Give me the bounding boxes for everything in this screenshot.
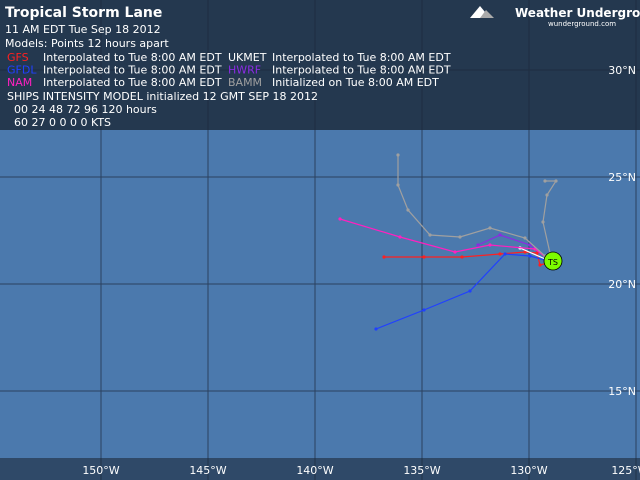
track-point xyxy=(554,179,558,183)
track-point xyxy=(488,226,492,230)
title: Tropical Storm Lane xyxy=(5,5,162,21)
model-name: GFDL xyxy=(7,64,37,77)
model-name: NAM xyxy=(7,76,32,89)
lon-label: 140°W xyxy=(296,464,333,477)
track-point xyxy=(523,236,527,240)
footer-panel xyxy=(0,458,640,480)
track-point xyxy=(523,250,527,254)
graticule-labels: 30°N 25°N 20°N 15°N 150°W 145°W 140°W 135°W 130°… xyxy=(82,64,640,477)
ships-hours: 00 24 48 72 96 120 hours xyxy=(14,103,157,116)
track-point xyxy=(422,255,426,259)
lat-label: 25°N xyxy=(608,171,636,184)
track-point xyxy=(406,208,410,212)
track-point xyxy=(476,243,480,247)
lon-label: 150°W xyxy=(82,464,119,477)
track-point xyxy=(382,255,386,259)
track-point xyxy=(538,263,542,267)
lon-label: 125°W xyxy=(611,464,640,477)
track-point xyxy=(535,251,539,255)
logo-text: Weather Underground xyxy=(515,6,640,20)
track-point xyxy=(396,183,400,187)
model-note: Interpolated to Tue 8:00 AM EDT xyxy=(272,64,451,77)
track-point xyxy=(396,153,400,157)
track-point xyxy=(503,252,507,256)
track-point xyxy=(458,235,462,239)
legend: GFS Interpolated to Tue 8:00 AM EDT UKMET I… xyxy=(7,51,451,89)
model-name: UKMET xyxy=(228,51,267,64)
track-point xyxy=(545,193,549,197)
models-note: Models: Points 12 hours apart xyxy=(5,37,169,50)
model-name: GFS xyxy=(7,51,29,64)
logo: Weather Underground wunderground.com xyxy=(470,6,640,28)
track-point xyxy=(498,233,502,237)
track-point xyxy=(398,235,402,239)
model-name: HWRF xyxy=(228,64,261,77)
model-note: Initialized on Tue 8:00 AM EDT xyxy=(272,76,439,89)
track-line xyxy=(375,253,553,330)
track-point xyxy=(488,243,492,247)
model-name: BAMM xyxy=(228,76,262,89)
model-note: Interpolated to Tue 8:00 AM EDT xyxy=(43,51,222,64)
track-point xyxy=(543,179,547,183)
header-panel xyxy=(0,0,640,130)
track-point xyxy=(498,252,502,256)
model-note: Interpolated to Tue 8:00 AM EDT xyxy=(43,76,222,89)
track-point xyxy=(468,289,472,293)
track-point xyxy=(374,327,378,331)
lon-label: 130°W xyxy=(510,464,547,477)
track-point xyxy=(453,250,457,254)
lon-label: 145°W xyxy=(189,464,226,477)
lat-label: 15°N xyxy=(608,385,636,398)
track-point xyxy=(460,255,464,259)
model-note: Interpolated to Tue 8:00 AM EDT xyxy=(272,51,451,64)
track-point xyxy=(422,308,426,312)
track-point xyxy=(338,217,342,221)
ships-title: SHIPS INTENSITY MODEL initialized 12 GMT… xyxy=(7,90,318,103)
track-point xyxy=(428,233,432,237)
lat-label: 20°N xyxy=(608,278,636,291)
logo-sub: wunderground.com xyxy=(548,20,616,28)
track-line xyxy=(397,155,546,257)
track-point xyxy=(541,220,545,224)
lon-label: 135°W xyxy=(403,464,440,477)
track-line xyxy=(384,251,553,266)
storm-label: TS xyxy=(547,258,558,267)
track-line xyxy=(339,218,553,263)
track-point xyxy=(528,254,532,258)
date: 11 AM EDT Tue Sep 18 2012 xyxy=(5,23,161,36)
track-point xyxy=(528,243,532,247)
ships-kts: 60 27 0 0 0 0 KTS xyxy=(14,116,111,129)
storm-marker: TS xyxy=(543,251,563,271)
lat-label: 30°N xyxy=(608,64,636,77)
model-note: Interpolated to Tue 8:00 AM EDT xyxy=(43,64,222,77)
